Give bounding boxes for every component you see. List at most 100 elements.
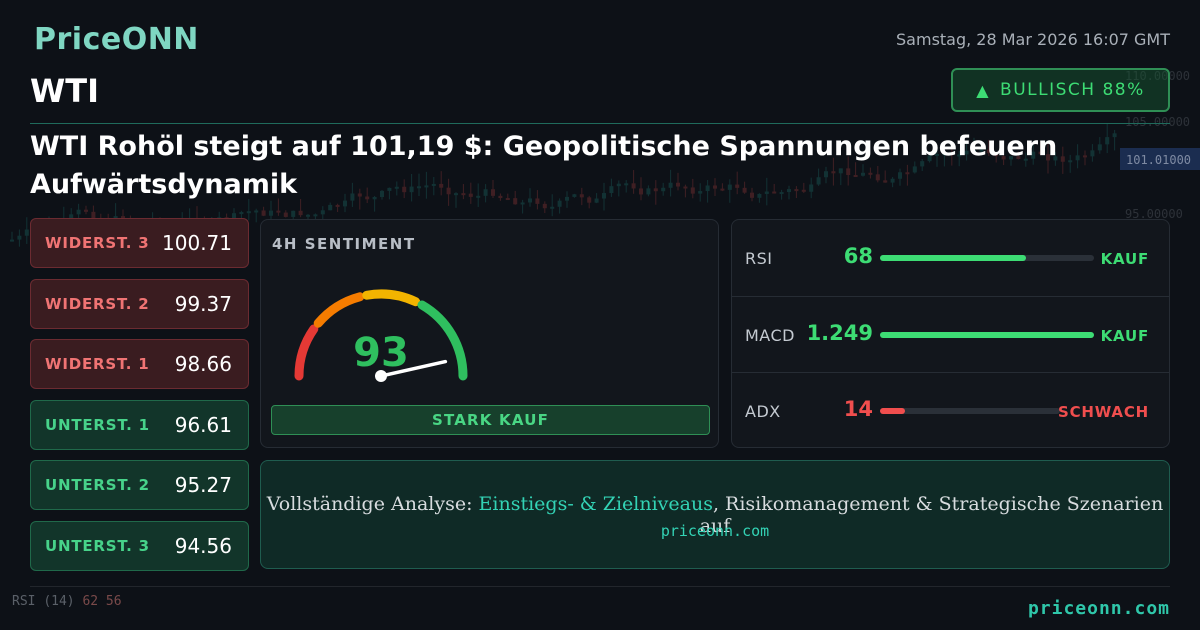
- bg-candle-body: [565, 196, 569, 201]
- footer-url[interactable]: priceonn.com: [1027, 598, 1170, 619]
- timestamp: Samstag, 28 Mar 2026 16:07 GMT: [896, 30, 1170, 49]
- bg-candle-body: [690, 187, 695, 194]
- bg-candle-body: [594, 198, 599, 203]
- bg-candle-body: [542, 203, 547, 209]
- bg-candle-body: [727, 184, 732, 190]
- bg-candle-body: [439, 183, 444, 188]
- bg-candle-body: [498, 195, 503, 199]
- bg-candle-body: [631, 183, 636, 189]
- bg-candle-body: [528, 198, 532, 203]
- bg-candle-body: [1075, 155, 1080, 161]
- bg-candle-body: [424, 185, 429, 188]
- gauge-arc-segment: [294, 324, 319, 381]
- bg-candle-body: [520, 202, 525, 205]
- bg-candle-body: [572, 194, 577, 197]
- level-row: WIDERST. 3 100.71: [30, 218, 249, 268]
- bg-candle-body: [705, 185, 710, 192]
- bg-candle-body: [1038, 151, 1043, 155]
- bg-candle-body: [801, 189, 806, 192]
- bg-candle-body: [24, 229, 29, 236]
- bg-candle-body: [972, 149, 976, 152]
- bg-candle-body: [261, 210, 266, 216]
- indicator-signal: KAUF: [1100, 327, 1149, 345]
- bg-candle-body: [735, 184, 740, 188]
- bg-candle-body: [927, 155, 932, 162]
- bg-candle-body: [380, 190, 384, 198]
- current-price-tag: 101.01000: [1126, 153, 1191, 167]
- bg-candle-body: [639, 188, 643, 195]
- bg-candle-body: [957, 154, 962, 157]
- level-row: UNTERST. 1 96.61: [30, 399, 249, 450]
- bg-candle-body: [587, 197, 592, 203]
- bg-candle-body: [535, 198, 540, 204]
- bg-candle-body: [616, 183, 621, 187]
- bg-candle-body: [513, 198, 518, 205]
- indicator-row: ADX 14 SCHWACH: [732, 372, 1169, 448]
- bg-candle-body: [10, 239, 14, 242]
- indicator-signal: SCHWACH: [1057, 403, 1149, 421]
- level-row: WIDERST. 1 98.66: [30, 339, 249, 389]
- indicator-panel: RSI 68 KAUF MACD 1.249 KAUF ADX 14 SCHWA…: [731, 219, 1170, 448]
- bg-candle-body: [276, 210, 281, 213]
- indicator-bar: [880, 255, 1094, 261]
- bg-candle-body: [764, 191, 769, 194]
- bg-candle-body: [609, 186, 614, 194]
- bg-candle-body: [942, 153, 947, 156]
- bg-candle-body: [661, 187, 666, 192]
- bg-candle-body: [1053, 156, 1058, 161]
- bg-candle-body: [1023, 158, 1028, 161]
- bg-candle-body: [831, 171, 836, 174]
- cta-link[interactable]: priceonn.com: [660, 522, 770, 540]
- bg-candle-body: [1068, 160, 1073, 163]
- level-row: UNTERST. 3 94.56: [30, 520, 249, 571]
- bg-candle-body: [1001, 156, 1006, 160]
- bg-candle-body: [454, 193, 458, 196]
- bg-candle-body: [335, 204, 340, 207]
- bg-candle-body: [491, 189, 495, 196]
- bg-candle-body: [787, 189, 791, 193]
- bg-candle-body: [920, 161, 925, 167]
- indicator-row: MACD 1.249 KAUF: [732, 296, 1169, 372]
- up-triangle-icon: ▲: [976, 80, 991, 100]
- analysis-cta[interactable]: Vollständige Analyse: Einstiegs- & Zieln…: [260, 460, 1170, 569]
- bg-candle-body: [306, 214, 310, 217]
- bg-candle-body: [794, 189, 799, 192]
- bg-candle-body: [417, 186, 421, 189]
- bg-candle-body: [291, 210, 296, 217]
- bg-candle-body: [986, 149, 991, 154]
- indicator-value: 14: [843, 397, 873, 421]
- bg-candle-body: [84, 209, 88, 212]
- bg-candle-body: [668, 182, 673, 188]
- bg-candle-body: [483, 189, 488, 196]
- level-label: UNTERST. 1: [45, 415, 150, 434]
- bg-candle-body: [394, 186, 399, 189]
- bg-candle-body: [1046, 154, 1050, 161]
- bg-candle-body: [683, 186, 688, 189]
- indicator-bar: [880, 332, 1094, 338]
- brand-logo: PriceONN: [34, 22, 199, 57]
- bg-candle-body: [1112, 133, 1117, 138]
- bg-candle-body: [979, 149, 984, 152]
- sentiment-badge-label: BULLISCH 88%: [1000, 80, 1145, 100]
- price-levels: WIDERST. 3 100.71 WIDERST. 2 99.37 WIDER…: [30, 218, 249, 581]
- gauge-score: 93: [353, 330, 409, 376]
- bg-candle-body: [875, 174, 880, 181]
- level-value: 99.37: [174, 291, 232, 316]
- bg-candle-body: [1090, 150, 1095, 157]
- gauge-pivot: [375, 370, 387, 382]
- indicator-name: ADX: [745, 402, 781, 421]
- bg-candle-body: [713, 185, 717, 189]
- indicator-bar-fill: [880, 255, 1026, 261]
- gauge-arc-segment: [362, 289, 421, 307]
- bg-candle-body: [949, 153, 954, 156]
- headline: WTI Rohöl steigt auf 101,19 $: Geopoliti…: [30, 131, 1058, 200]
- gauge-title: 4H SENTIMENT: [272, 235, 416, 253]
- bg-candle-body: [17, 235, 22, 240]
- bg-candle-body: [269, 210, 273, 216]
- axis-tick: 110.00000: [1125, 69, 1190, 83]
- bg-candle-body: [1031, 151, 1036, 159]
- header-divider: [30, 123, 1170, 124]
- bg-candle-body: [868, 172, 873, 175]
- bg-candle-body: [446, 187, 451, 195]
- bg-candle-body: [1016, 156, 1021, 160]
